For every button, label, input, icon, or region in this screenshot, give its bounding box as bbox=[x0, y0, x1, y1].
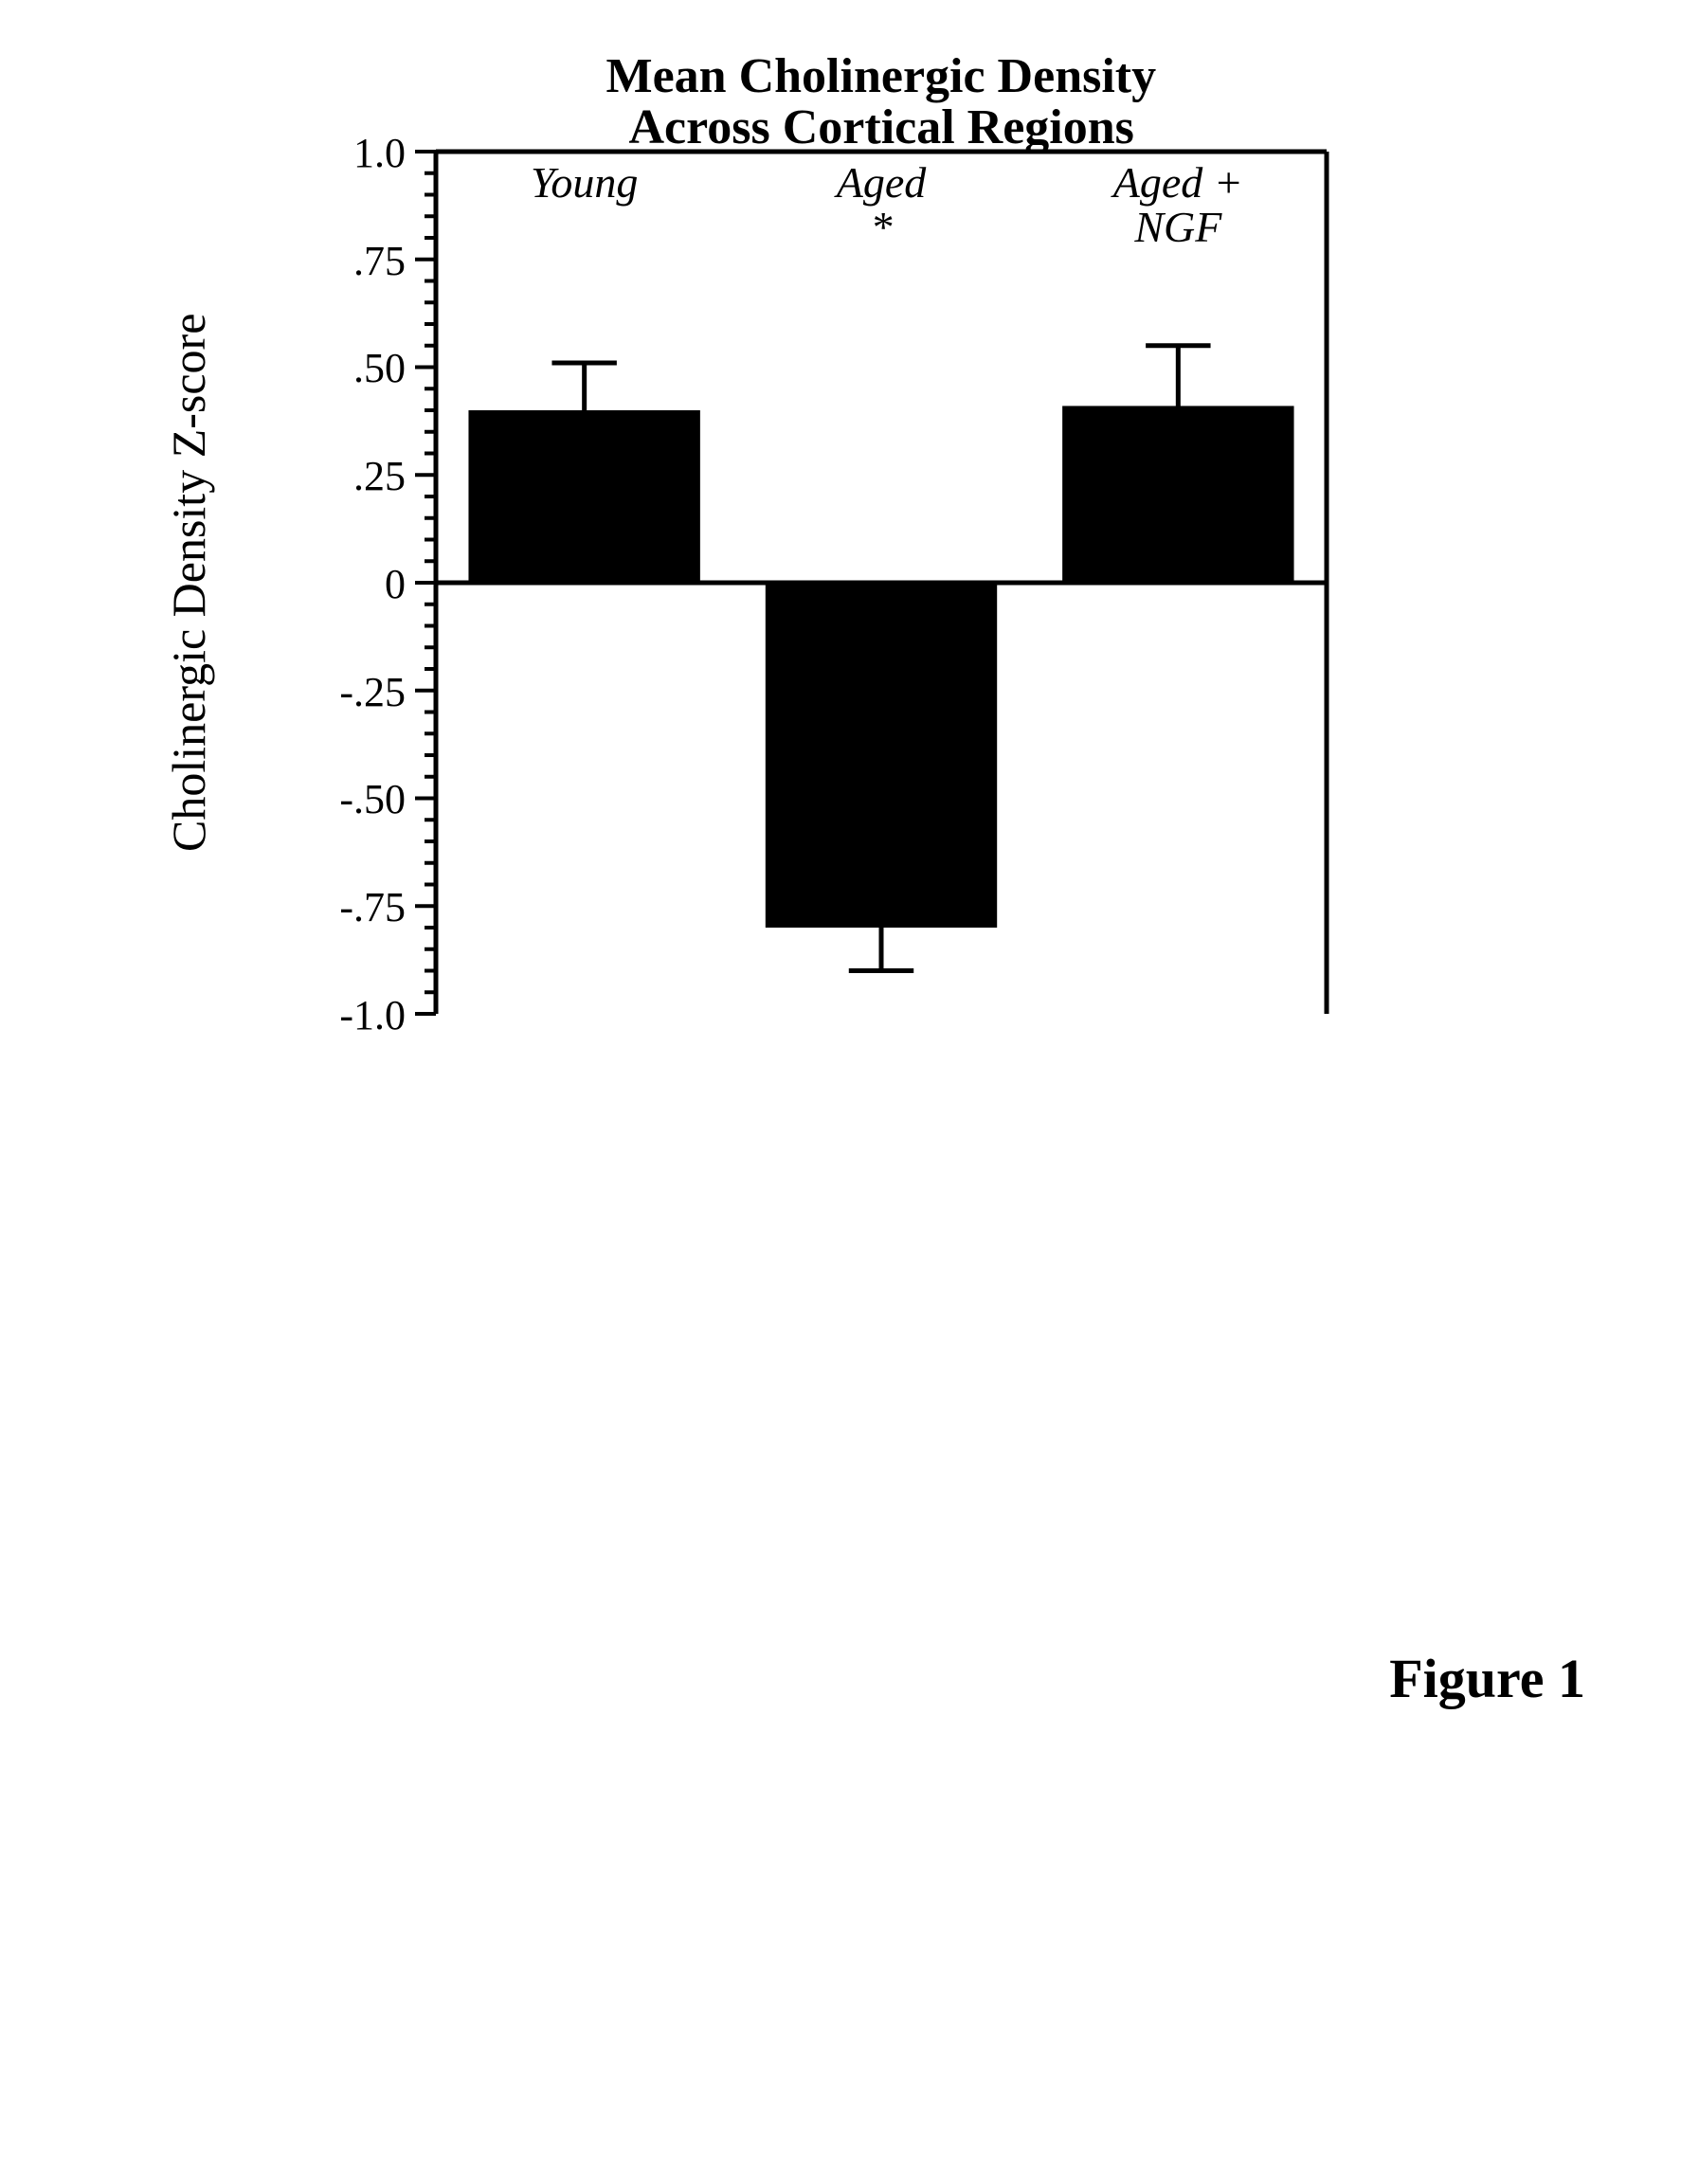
y-tick-label: 0 bbox=[133, 560, 406, 608]
chart-title-line2: Across Cortical Regions bbox=[629, 99, 1134, 155]
category-label: Young bbox=[436, 157, 732, 208]
category-label: Aged bbox=[732, 157, 1029, 208]
figure-caption: Figure 1 bbox=[1389, 1647, 1585, 1710]
y-tick-label: .50 bbox=[133, 344, 406, 392]
category-label-sub: NGF bbox=[1030, 202, 1327, 252]
y-tick-label: .75 bbox=[133, 237, 406, 285]
category-label: Aged + bbox=[1030, 157, 1327, 208]
y-tick-label: -.75 bbox=[133, 883, 406, 931]
y-tick-label: -.25 bbox=[133, 668, 406, 716]
chart-title-line1: Mean Cholinergic Density bbox=[606, 48, 1157, 104]
y-tick-label: .25 bbox=[133, 452, 406, 500]
y-tick-label: -1.0 bbox=[133, 991, 406, 1039]
y-tick-label: 1.0 bbox=[133, 129, 406, 177]
chart-container: Mean Cholinergic Density Across Cortical… bbox=[133, 38, 1554, 1066]
category-label-sub: * bbox=[732, 202, 1029, 252]
y-tick-label: -.50 bbox=[133, 775, 406, 823]
